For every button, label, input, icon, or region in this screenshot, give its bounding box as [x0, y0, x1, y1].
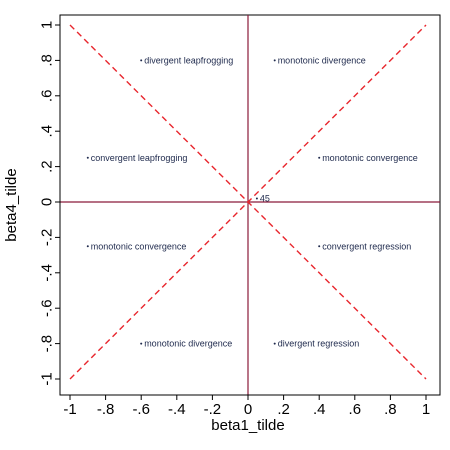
x-tick-label: 0	[244, 401, 252, 418]
points: divergent leapfrogging monotonic divergen…	[86, 55, 418, 349]
y-ticks: -1 -.8 -.6 -.4 -.2 0 .2 .4 .6 .8 1	[39, 21, 60, 386]
point-marker	[255, 197, 258, 200]
data-point: monotonic divergence	[273, 55, 366, 65]
data-point: monotonic convergence	[318, 153, 418, 163]
point-label: monotonic convergence	[91, 241, 187, 251]
y-tick-label: 0	[39, 198, 56, 206]
x-tick-label: 1	[422, 401, 430, 418]
point-marker	[273, 342, 276, 345]
point-label: monotonic divergence	[144, 339, 232, 349]
diagonal-lines	[69, 24, 427, 380]
data-point: monotonic convergence	[86, 241, 187, 251]
x-tick-label: -.6	[132, 401, 150, 418]
x-tick-label: .8	[384, 401, 397, 418]
data-point: divergent regression	[273, 339, 360, 349]
point-marker	[318, 156, 321, 159]
diagonal-line-2	[69, 24, 427, 380]
point-marker	[318, 245, 321, 248]
data-point: convergent regression	[318, 241, 411, 251]
x-ticks: -1 -.8 -.6 -.4 -.2 0 .2 .4 .6 .8 1	[63, 395, 430, 418]
point-label: monotonic divergence	[278, 55, 366, 65]
y-tick-label: -.4	[39, 264, 56, 282]
y-tick-label: -.6	[39, 299, 56, 317]
data-point: convergent leapfrogging	[86, 153, 188, 163]
y-tick-label: .8	[39, 54, 56, 67]
point-marker	[86, 156, 89, 159]
reference-lines	[60, 15, 440, 395]
point-label: 45	[260, 193, 270, 203]
x-tick-label: .6	[349, 401, 362, 418]
point-label: convergent regression	[322, 241, 411, 251]
x-tick-label: -.4	[168, 401, 186, 418]
x-axis-title: beta1_tilde	[211, 417, 284, 434]
y-tick-label: .4	[39, 125, 56, 138]
axes	[59, 15, 440, 396]
x-tick-label: .2	[277, 401, 290, 418]
point-label: convergent leapfrogging	[91, 153, 188, 163]
point-label: monotonic convergence	[322, 153, 418, 163]
y-tick-label: .6	[39, 90, 56, 103]
point-marker	[140, 59, 143, 62]
x-tick-label: .4	[313, 401, 326, 418]
data-point: 45	[255, 193, 270, 203]
point-label: divergent leapfrogging	[144, 55, 233, 65]
y-tick-label: -.8	[39, 335, 56, 353]
point-label: divergent regression	[278, 339, 360, 349]
y-tick-label: -.2	[39, 229, 56, 247]
x-tick-label: -.2	[204, 401, 222, 418]
x-tick-label: -1	[63, 401, 76, 418]
data-point: divergent leapfrogging	[140, 55, 233, 65]
y-tick-label: -1	[39, 372, 56, 385]
point-marker	[273, 59, 276, 62]
y-tick-label: .2	[39, 160, 56, 173]
point-marker	[86, 245, 89, 248]
x-tick-label: -.8	[97, 401, 115, 418]
y-axis-title: beta4_tilde	[3, 168, 20, 241]
data-point: monotonic divergence	[140, 339, 232, 349]
plot-frame	[59, 14, 441, 396]
point-marker	[140, 342, 143, 345]
y-tick-label: 1	[39, 21, 56, 29]
